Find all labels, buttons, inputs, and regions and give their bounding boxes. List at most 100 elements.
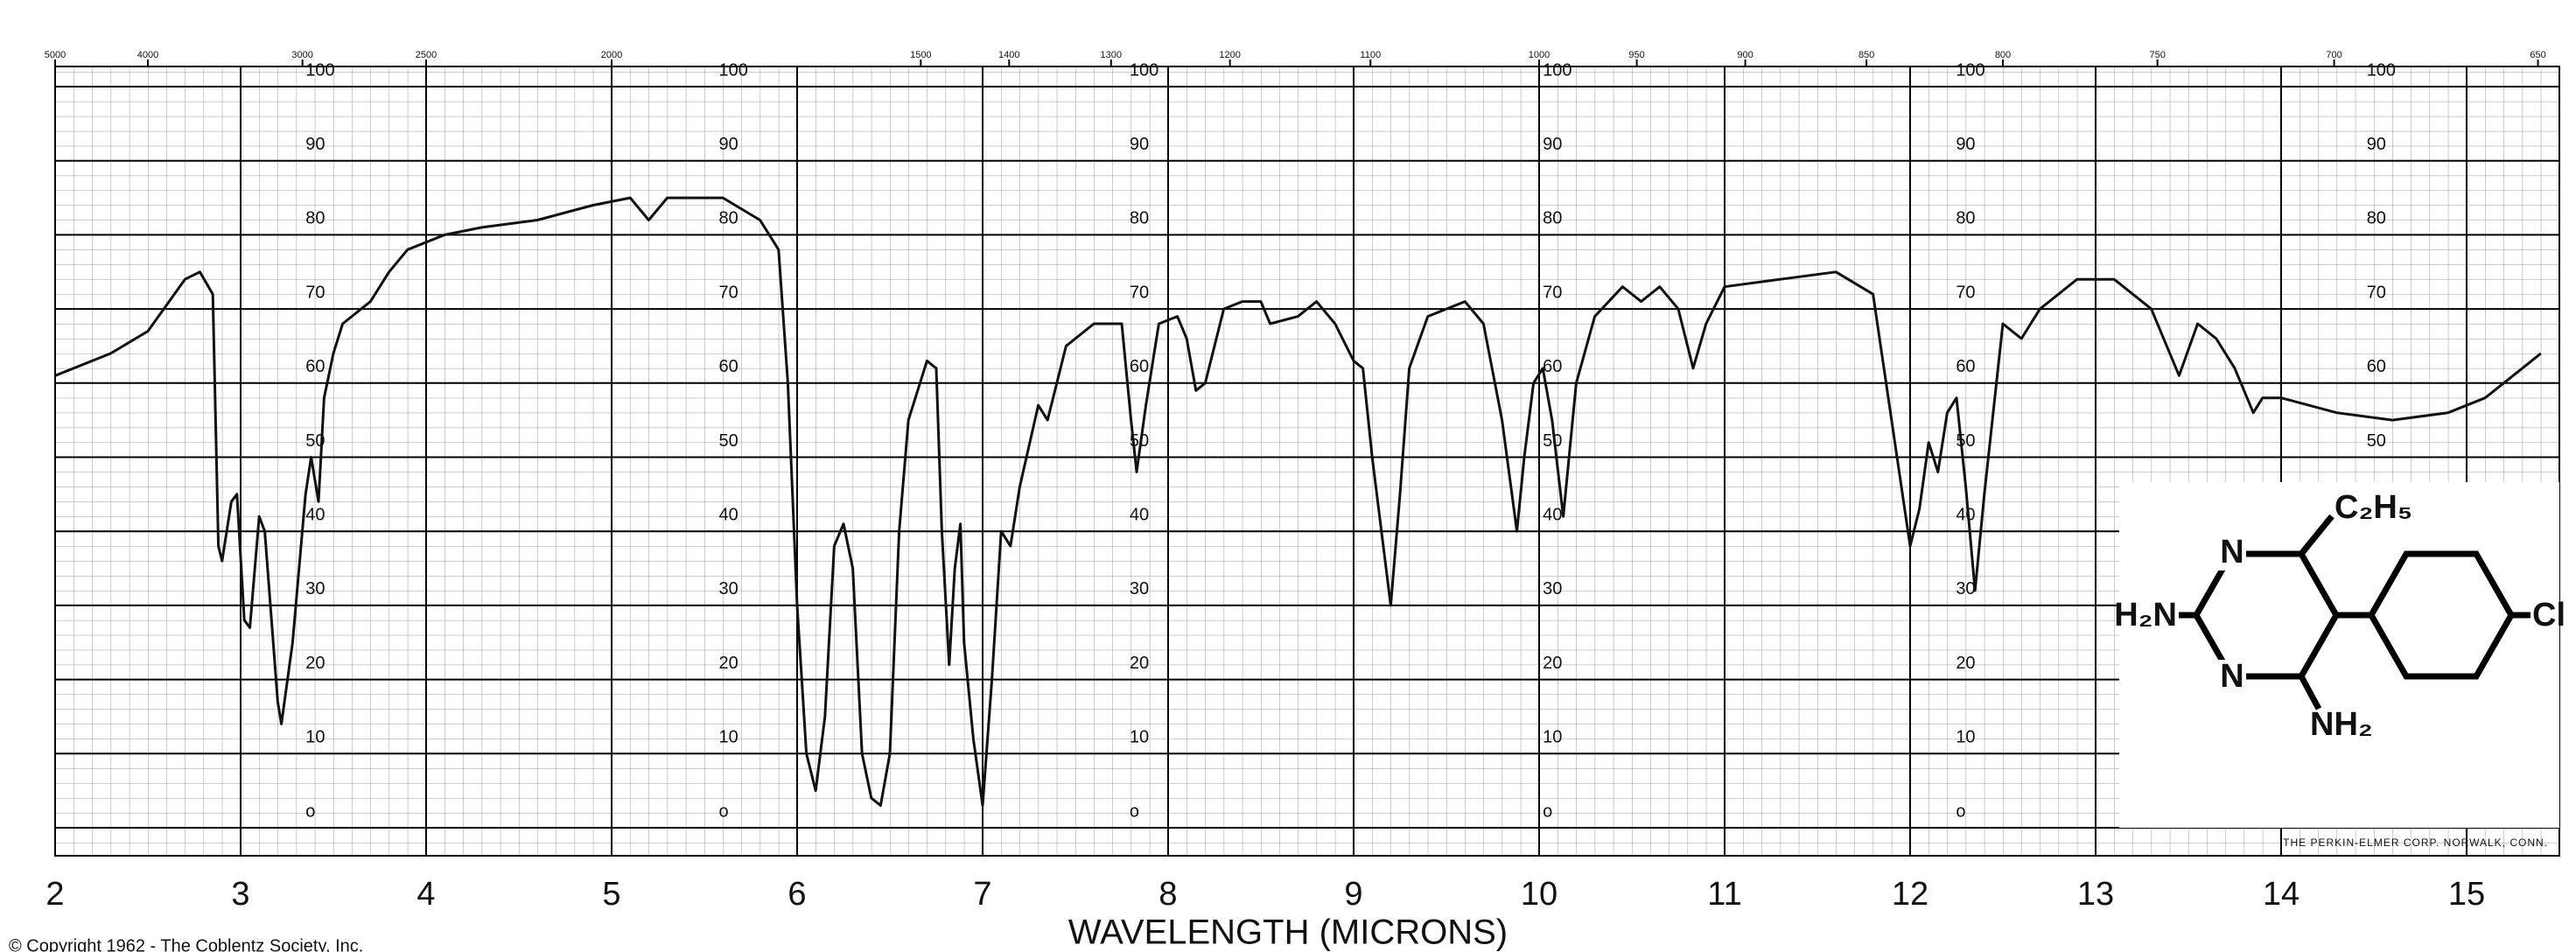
y-tick-label: 40 <box>718 505 738 524</box>
y-tick-label: 10 <box>1543 728 1562 747</box>
x2-tick-label: 2000 <box>601 50 622 60</box>
y-tick-label: 60 <box>1543 357 1562 376</box>
y-tick-label: o <box>1130 802 1139 821</box>
y-tick-label: 70 <box>1956 283 1975 302</box>
y-tick-label: 100 <box>718 60 747 80</box>
y-tick-label: 60 <box>1956 357 1975 376</box>
y-tick-label: 80 <box>1956 209 1975 228</box>
y-tick-label: 90 <box>305 135 325 154</box>
y-tick-label: 100 <box>1956 60 1984 80</box>
x2-tick-label: 900 <box>1737 50 1753 60</box>
y-tick-label: 90 <box>718 135 738 154</box>
bond <box>2299 514 2334 556</box>
x2-tick-label: 1400 <box>998 50 1019 60</box>
y-tick-label: 30 <box>1956 579 1975 598</box>
y-tick-label: 80 <box>1130 209 1149 228</box>
x-tick-label: 2 <box>46 876 64 913</box>
y-tick-label: 30 <box>305 579 325 598</box>
y-tick-label: 20 <box>305 654 325 673</box>
x2-tick-label: 4000 <box>137 50 158 60</box>
x-tick-label: 8 <box>1158 876 1177 913</box>
atom-label: N <box>2220 658 2244 695</box>
y-tick-label: 40 <box>305 505 325 524</box>
y-tick-label: 70 <box>305 283 325 302</box>
y-tick-label: 100 <box>1130 60 1158 80</box>
x2-tick-label: 650 <box>2530 50 2545 60</box>
y-tick-label: 80 <box>718 209 738 228</box>
y-tick-label: 100 <box>305 60 334 80</box>
label-bg <box>2218 536 2246 570</box>
y-tick-label: 50 <box>1543 431 1562 451</box>
y-tick-label: 10 <box>1130 728 1149 747</box>
y-tick-label: 20 <box>718 654 738 673</box>
x-tick-label: 3 <box>231 876 249 913</box>
x2-tick-label: 3000 <box>291 50 312 60</box>
y-tick-label: 60 <box>1130 357 1149 376</box>
atom-label: N <box>2220 534 2244 570</box>
label-bg <box>2218 660 2246 695</box>
y-tick-label: 90 <box>2367 135 2386 154</box>
y-tick-label: 70 <box>718 283 738 302</box>
y-tick-label: 60 <box>305 357 325 376</box>
x-tick-label: 5 <box>602 876 620 913</box>
y-tick-label: 30 <box>718 579 738 598</box>
y-tick-label: 20 <box>1543 654 1562 673</box>
y-tick-label: 90 <box>1956 135 1975 154</box>
atom-label: C₂H₅ <box>2334 489 2412 526</box>
y-tick-label: 100 <box>2367 60 2396 80</box>
x2-tick-label: 800 <box>1995 50 2011 60</box>
maker-note: THE PERKIN-ELMER CORP. NORWALK, CONN. <box>2283 836 2548 849</box>
y-tick-label: o <box>1956 802 1965 821</box>
y-tick-label: o <box>305 802 315 821</box>
y-tick-label: 70 <box>1543 283 1562 302</box>
y-tick-label: 60 <box>718 357 738 376</box>
y-tick-label: 100 <box>1543 60 1572 80</box>
y-tick-label: 50 <box>2367 431 2386 451</box>
y-tick-label: 40 <box>1543 505 1562 524</box>
x2-tick-label: 5000 <box>45 50 66 60</box>
y-tick-label: 80 <box>2367 209 2386 228</box>
y-tick-label: 20 <box>1956 654 1975 673</box>
atom-label: NH₂ <box>2310 706 2373 743</box>
x2-tick-label: 2500 <box>416 50 437 60</box>
x-tick-label: 13 <box>2077 876 2114 913</box>
copyright: © Copyright 1962 - The Coblentz Society,… <box>9 936 363 952</box>
x2-tick-label: 1000 <box>1529 50 1550 60</box>
x-tick-label: 14 <box>2263 876 2300 913</box>
spectrum-line <box>54 196 2542 808</box>
atom-label: Cl <box>2532 597 2566 634</box>
structure-box <box>2119 482 2559 828</box>
x-tick-label: 15 <box>2448 876 2485 913</box>
y-tick-label: 40 <box>1956 505 1975 524</box>
y-tick-label: 80 <box>305 209 325 228</box>
y-tick-label: 80 <box>1543 209 1562 228</box>
y-tick-label: 50 <box>1956 431 1975 451</box>
x2-tick-label: 1500 <box>910 50 931 60</box>
x-tick-label: 10 <box>1521 876 1558 913</box>
x2-tick-label: 1100 <box>1360 50 1381 60</box>
x2-tick-label: 750 <box>2149 50 2165 60</box>
x2-tick-label: 1300 <box>1101 50 1122 60</box>
y-tick-label: 60 <box>2367 357 2386 376</box>
x-tick-label: 9 <box>1344 876 1362 913</box>
y-tick-label: 50 <box>718 431 738 451</box>
atom-label: H₂N <box>2114 597 2177 634</box>
y-tick-label: 30 <box>1543 579 1562 598</box>
y-tick-label: 10 <box>718 728 738 747</box>
y-tick-label: 20 <box>1130 654 1149 673</box>
x2-tick-label: 950 <box>1628 50 1644 60</box>
x2-tick-label: 850 <box>1858 50 1874 60</box>
x-tick-label: 6 <box>788 876 806 913</box>
x-tick-label: 11 <box>1707 876 1741 913</box>
x-tick-label: 12 <box>1892 876 1928 913</box>
y-tick-label: 10 <box>305 728 325 747</box>
marks <box>54 196 2542 808</box>
y-tick-label: 70 <box>2367 283 2386 302</box>
x-tick-label: 4 <box>416 876 435 913</box>
x-tick-label: 7 <box>973 876 991 913</box>
structure: N N C₂H₅ H₂N NH₂ Cl <box>2114 482 2566 828</box>
y-tick-label: o <box>1543 802 1552 821</box>
y-tick-label: 10 <box>1956 728 1975 747</box>
y-tick-label: o <box>718 802 728 821</box>
